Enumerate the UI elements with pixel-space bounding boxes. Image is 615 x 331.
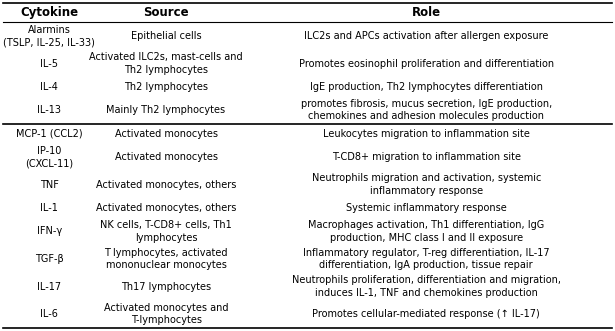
Text: IL-13: IL-13 <box>37 105 62 115</box>
Text: Th17 lymphocytes: Th17 lymphocytes <box>121 282 211 292</box>
Text: Macrophages activation, Th1 differentiation, IgG
production, MHC class I and II : Macrophages activation, Th1 differentiat… <box>308 220 544 243</box>
Text: IL-5: IL-5 <box>40 59 58 69</box>
Text: Activated monocytes, others: Activated monocytes, others <box>96 203 236 213</box>
Text: ILC2s and APCs activation after allergen exposure: ILC2s and APCs activation after allergen… <box>304 31 549 41</box>
Text: IL-6: IL-6 <box>40 309 58 319</box>
Text: Source: Source <box>143 6 189 19</box>
Text: Cytokine: Cytokine <box>20 6 78 19</box>
Text: Alarmins
(TSLP, IL-25, IL-33): Alarmins (TSLP, IL-25, IL-33) <box>3 25 95 47</box>
Text: IL-17: IL-17 <box>37 282 62 292</box>
Text: TNF: TNF <box>40 180 58 190</box>
Text: IP-10
(CXCL-11): IP-10 (CXCL-11) <box>25 146 73 168</box>
Text: T lymphocytes, activated
mononuclear monocytes: T lymphocytes, activated mononuclear mon… <box>105 248 228 270</box>
Text: Systemic inflammatory response: Systemic inflammatory response <box>346 203 507 213</box>
Text: TGF-β: TGF-β <box>35 254 63 264</box>
Text: Neutrophils proliferation, differentiation and migration,
induces IL-1, TNF and : Neutrophils proliferation, differentiati… <box>292 275 561 298</box>
Text: IgE production, Th2 lymphocytes differentiation: IgE production, Th2 lymphocytes differen… <box>310 82 542 92</box>
Text: Activated monocytes: Activated monocytes <box>114 129 218 139</box>
Text: Activated monocytes: Activated monocytes <box>114 152 218 162</box>
Text: promotes fibrosis, mucus secretion, IgE production,
chemokines and adhesion mole: promotes fibrosis, mucus secretion, IgE … <box>301 99 552 121</box>
Text: Activated monocytes, others: Activated monocytes, others <box>96 180 236 190</box>
Text: Neutrophils migration and activation, systemic
inflammatory response: Neutrophils migration and activation, sy… <box>312 173 541 196</box>
Text: Epithelial cells: Epithelial cells <box>131 31 201 41</box>
Text: Activated monocytes and
T-lymphocytes: Activated monocytes and T-lymphocytes <box>104 303 228 325</box>
Text: Promotes cellular-mediated response (↑ IL-17): Promotes cellular-mediated response (↑ I… <box>312 309 540 319</box>
Text: MCP-1 (CCL2): MCP-1 (CCL2) <box>16 129 82 139</box>
Text: T-CD8+ migration to inflammation site: T-CD8+ migration to inflammation site <box>331 152 521 162</box>
Text: Leukocytes migration to inflammation site: Leukocytes migration to inflammation sit… <box>323 129 530 139</box>
Text: Th2 lymphocytes: Th2 lymphocytes <box>124 82 208 92</box>
Text: Promotes eosinophil proliferation and differentiation: Promotes eosinophil proliferation and di… <box>299 59 554 69</box>
Text: IL-1: IL-1 <box>40 203 58 213</box>
Text: IL-4: IL-4 <box>40 82 58 92</box>
Text: Mainly Th2 lymphocytes: Mainly Th2 lymphocytes <box>106 105 226 115</box>
Text: Inflammatory regulator, T-reg differentiation, IL-17
differentiation, IgA produc: Inflammatory regulator, T-reg differenti… <box>303 248 550 270</box>
Text: Role: Role <box>411 6 441 19</box>
Text: Activated ILC2s, mast-cells and
Th2 lymphocytes: Activated ILC2s, mast-cells and Th2 lymp… <box>89 52 243 75</box>
Text: IFN-γ: IFN-γ <box>36 226 62 236</box>
Text: NK cells, T-CD8+ cells, Th1
lymphocytes: NK cells, T-CD8+ cells, Th1 lymphocytes <box>100 220 232 243</box>
